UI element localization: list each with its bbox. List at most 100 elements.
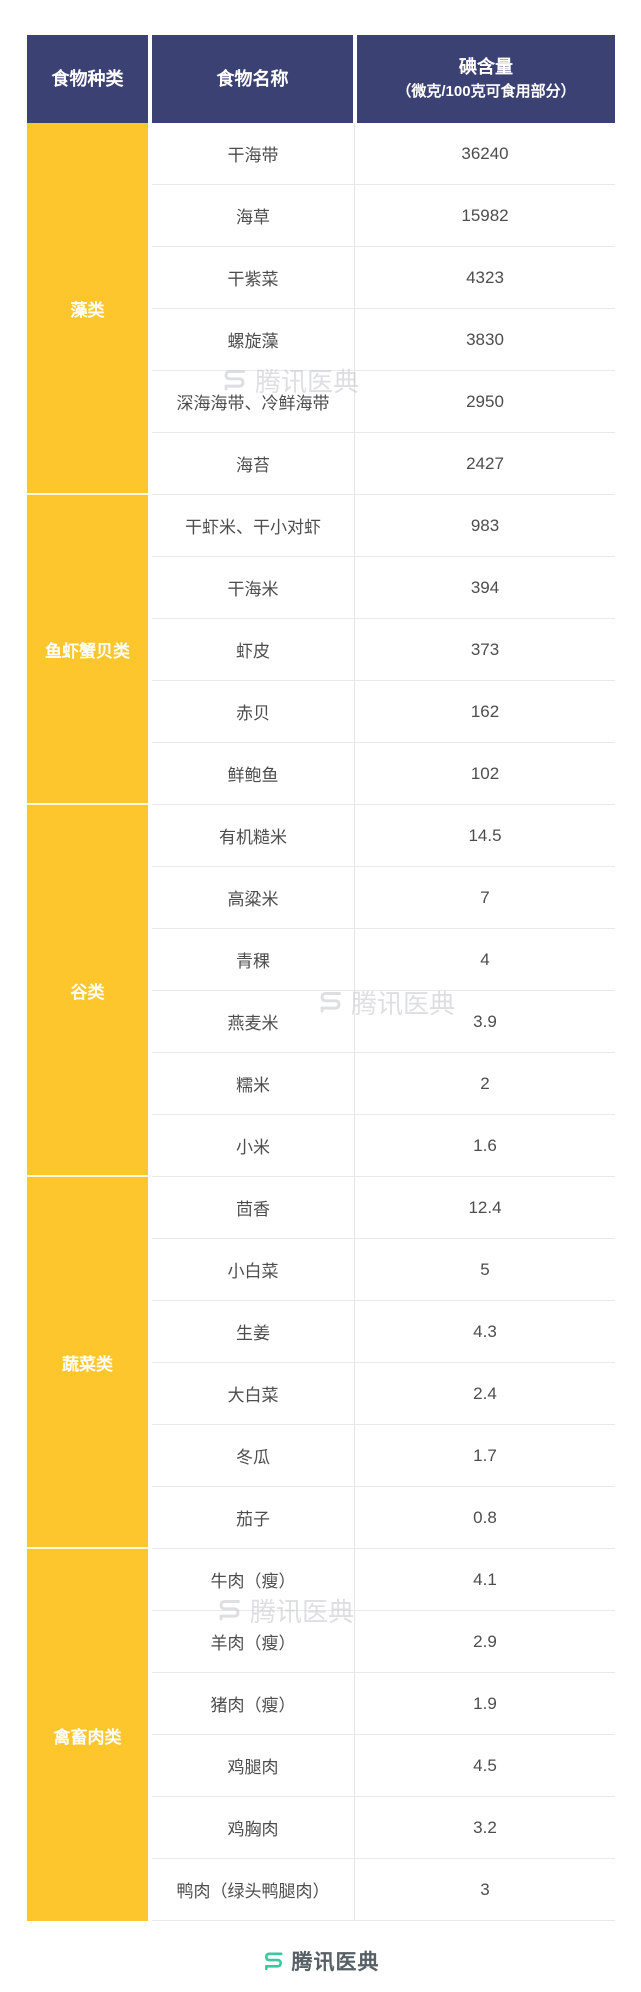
header-iodine-content: 碘含量 （微克/100克可食用部分） xyxy=(357,35,615,123)
table-row: 羊肉（瘦） 2.9 xyxy=(152,1611,615,1673)
iodine-value-cell: 1.7 xyxy=(473,1445,497,1465)
table-row: 干虾米、干小对虾 983 xyxy=(152,495,615,557)
table-row: 干海带 36240 xyxy=(152,123,615,185)
table-row: 茄子 0.8 xyxy=(152,1487,615,1549)
table-row: 大白菜 2.4 xyxy=(152,1363,615,1425)
iodine-value-cell: 394 xyxy=(470,577,500,597)
table-row: 螺旋藻 3830 xyxy=(152,309,615,371)
food-name-cell: 干海带 xyxy=(152,123,355,184)
iodine-value-cell: 102 xyxy=(470,763,500,783)
table-row: 海草 15982 xyxy=(152,185,615,247)
iodine-value-cell: 7 xyxy=(480,887,490,907)
table-row: 鸡腿肉 4.5 xyxy=(152,1735,615,1797)
food-name-cell: 牛肉（瘦） xyxy=(152,1549,355,1610)
category-rows: 茴香 12.4 小白菜 5 生姜 4.3 大白菜 2.4 冬瓜 1.7 茄子 0.8 xyxy=(152,1177,615,1549)
iodine-value-cell: 12.4 xyxy=(468,1197,502,1217)
table-row: 猪肉（瘦） 1.9 xyxy=(152,1673,615,1735)
iodine-value-cell: 162 xyxy=(470,701,500,721)
food-name-cell: 大白菜 xyxy=(152,1363,355,1424)
table-row: 青稞 4 xyxy=(152,929,615,991)
header-iodine-subtitle: （微克/100克可食用部分） xyxy=(396,82,576,100)
food-name-cell: 猪肉（瘦） xyxy=(152,1673,355,1734)
category-section: 藻类 干海带 36240 海草 15982 干紫菜 4323 螺旋藻 3830 深海海带、冷鲜海带… xyxy=(27,123,615,495)
iodine-value-cell: 2.9 xyxy=(473,1631,497,1651)
food-name-cell: 鸭肉（绿头鸭腿肉） xyxy=(152,1859,355,1920)
category-section: 禽畜肉类 牛肉（瘦） 4.1 羊肉（瘦） 2.9 猪肉（瘦） 1.9 鸡腿肉 4.5 鸡胸肉 3.2… xyxy=(27,1549,615,1921)
table-row: 鸭肉（绿头鸭腿肉） 3 xyxy=(152,1859,615,1921)
table-row: 有机糙米 14.5 xyxy=(152,805,615,867)
food-name-cell: 深海海带、冷鲜海带 xyxy=(152,371,355,432)
header-food-name: 食物名称 xyxy=(152,35,353,123)
food-name-cell: 羊肉（瘦） xyxy=(152,1611,355,1672)
iodine-value-cell: 4.1 xyxy=(473,1569,497,1589)
iodine-value-cell: 3830 xyxy=(466,329,504,349)
iodine-value-cell: 1.6 xyxy=(473,1135,497,1155)
category-cell: 谷类 xyxy=(27,805,148,1177)
food-name-cell: 海草 xyxy=(152,185,355,246)
category-cell: 藻类 xyxy=(27,123,148,495)
category-cell: 蔬菜类 xyxy=(27,1177,148,1549)
table-row: 糯米 2 xyxy=(152,1053,615,1115)
category-rows: 有机糙米 14.5 高粱米 7 青稞 4 燕麦米 3.9 糯米 2 小米 1.6 xyxy=(152,805,615,1177)
iodine-value-cell: 2.4 xyxy=(473,1383,497,1403)
table-row: 干紫菜 4323 xyxy=(152,247,615,309)
food-name-cell: 赤贝 xyxy=(152,681,355,742)
footer-brand-text: 腾讯医典 xyxy=(291,1951,380,1974)
table-row: 牛肉（瘦） 4.1 xyxy=(152,1549,615,1611)
iodine-value-cell: 373 xyxy=(470,639,500,659)
tencent-medical-logo-icon xyxy=(264,1952,282,1970)
footer-brand: 腾讯医典 xyxy=(0,1946,641,1976)
header-iodine-title: 碘含量 xyxy=(459,57,513,78)
iodine-value-cell: 5 xyxy=(480,1259,490,1279)
table-header: 食物种类 食物名称 碘含量 （微克/100克可食用部分） xyxy=(27,35,615,123)
table-row: 茴香 12.4 xyxy=(152,1177,615,1239)
iodine-value-cell: 3.2 xyxy=(473,1817,497,1837)
food-name-cell: 有机糙米 xyxy=(152,805,355,866)
food-name-cell: 燕麦米 xyxy=(152,991,355,1052)
iodine-value-cell: 4.3 xyxy=(473,1321,497,1341)
food-name-cell: 小白菜 xyxy=(152,1239,355,1300)
food-name-cell: 鸡胸肉 xyxy=(152,1797,355,1858)
table-row: 鲜鲍鱼 102 xyxy=(152,743,615,805)
iodine-value-cell: 2427 xyxy=(466,453,504,473)
iodine-value-cell: 15982 xyxy=(461,205,509,225)
iodine-value-cell: 36240 xyxy=(461,143,509,163)
iodine-value-cell: 3 xyxy=(480,1879,490,1899)
food-name-cell: 干海米 xyxy=(152,557,355,618)
food-name-cell: 高粱米 xyxy=(152,867,355,928)
table-row: 小米 1.6 xyxy=(152,1115,615,1177)
table-row: 干海米 394 xyxy=(152,557,615,619)
iodine-value-cell: 2 xyxy=(480,1073,490,1093)
food-name-cell: 海苔 xyxy=(152,433,355,494)
food-name-cell: 螺旋藻 xyxy=(152,309,355,370)
food-name-cell: 糯米 xyxy=(152,1053,355,1114)
food-name-cell: 虾皮 xyxy=(152,619,355,680)
food-name-cell: 小米 xyxy=(152,1115,355,1176)
iodine-value-cell: 1.9 xyxy=(473,1693,497,1713)
food-name-cell: 冬瓜 xyxy=(152,1425,355,1486)
table-body: 藻类 干海带 36240 海草 15982 干紫菜 4323 螺旋藻 3830 深海海带、冷鲜海带… xyxy=(27,123,615,1921)
category-section: 谷类 有机糙米 14.5 高粱米 7 青稞 4 燕麦米 3.9 糯米 2 小米 1.6 xyxy=(27,805,615,1177)
iodine-value-cell: 14.5 xyxy=(468,825,502,845)
table-row: 鸡胸肉 3.2 xyxy=(152,1797,615,1859)
category-rows: 牛肉（瘦） 4.1 羊肉（瘦） 2.9 猪肉（瘦） 1.9 鸡腿肉 4.5 鸡胸肉 3.2 鸭肉（绿… xyxy=(152,1549,615,1921)
food-name-cell: 茴香 xyxy=(152,1177,355,1238)
category-rows: 干海带 36240 海草 15982 干紫菜 4323 螺旋藻 3830 深海海带、冷鲜海带 29… xyxy=(152,123,615,495)
food-name-cell: 鲜鲍鱼 xyxy=(152,743,355,804)
category-cell: 禽畜肉类 xyxy=(27,1549,148,1921)
table-row: 高粱米 7 xyxy=(152,867,615,929)
category-section: 鱼虾蟹贝类 干虾米、干小对虾 983 干海米 394 虾皮 373 赤贝 162 鲜鲍鱼 102 xyxy=(27,495,615,805)
iodine-value-cell: 3.9 xyxy=(473,1011,497,1031)
iodine-value-cell: 4323 xyxy=(466,267,504,287)
category-cell: 鱼虾蟹贝类 xyxy=(27,495,148,805)
iodine-value-cell: 2950 xyxy=(466,391,504,411)
food-name-cell: 干虾米、干小对虾 xyxy=(152,495,355,556)
food-name-cell: 茄子 xyxy=(152,1487,355,1548)
category-rows: 干虾米、干小对虾 983 干海米 394 虾皮 373 赤贝 162 鲜鲍鱼 102 xyxy=(152,495,615,805)
table-row: 深海海带、冷鲜海带 2950 xyxy=(152,371,615,433)
table-row: 生姜 4.3 xyxy=(152,1301,615,1363)
table-row: 海苔 2427 xyxy=(152,433,615,495)
table-row: 冬瓜 1.7 xyxy=(152,1425,615,1487)
table-row: 燕麦米 3.9 xyxy=(152,991,615,1053)
